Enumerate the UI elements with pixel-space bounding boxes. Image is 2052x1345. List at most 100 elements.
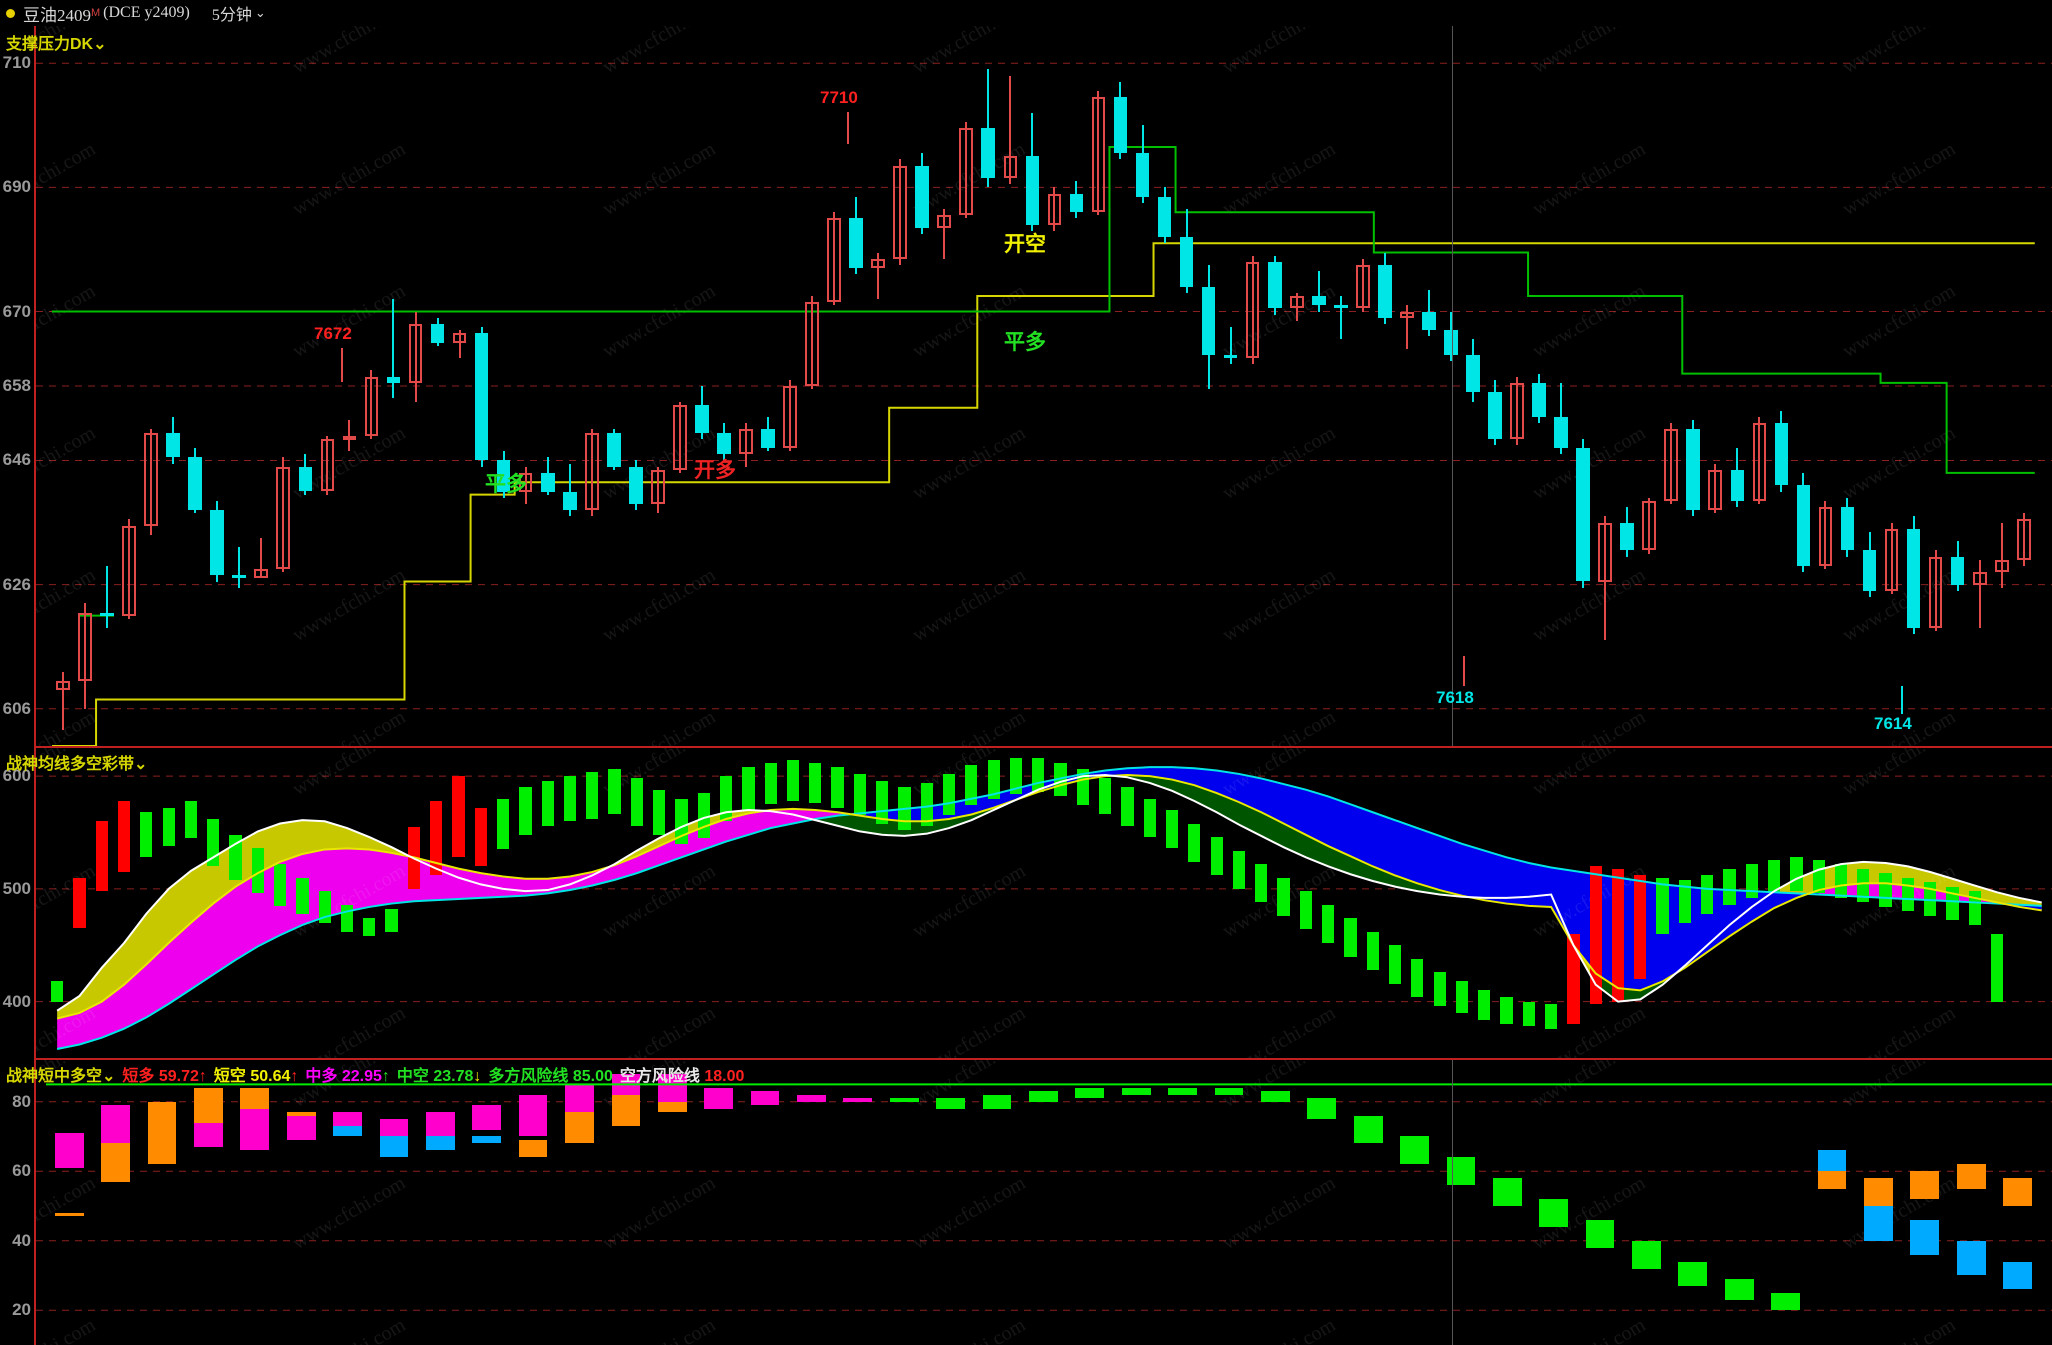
panel-price-title[interactable]: 支撑压力DK⌄ bbox=[6, 30, 107, 54]
candlestick bbox=[1752, 417, 1767, 504]
candlestick bbox=[1267, 255, 1282, 315]
ribbon-bar bbox=[742, 767, 755, 810]
chevron-down-icon[interactable]: ⌄ bbox=[102, 1068, 116, 1085]
instrument-month-sup: M bbox=[91, 7, 101, 19]
candlestick bbox=[1862, 531, 1877, 598]
candlestick bbox=[562, 463, 577, 517]
oscillator-bar bbox=[1910, 1219, 1940, 1255]
panel-ribbon-title[interactable]: 战神均线多空彩带⌄ bbox=[6, 750, 147, 774]
oscillator-bar bbox=[379, 1136, 409, 1158]
ribbon-bar bbox=[1545, 1003, 1558, 1029]
candlestick bbox=[871, 252, 885, 300]
ribbon-bar bbox=[541, 780, 554, 826]
panel-ribbon-title-text: 战神均线多空彩带 bbox=[6, 756, 135, 773]
candlestick bbox=[430, 317, 445, 346]
ribbon-bar bbox=[1834, 864, 1848, 898]
ribbon-bar bbox=[1478, 990, 1491, 1020]
candle-wick bbox=[678, 401, 681, 473]
trade-signal-label: 开多 bbox=[694, 459, 736, 482]
candle-body bbox=[1289, 295, 1304, 309]
ribbon-bar bbox=[876, 780, 889, 824]
y-axis-tick: 20 bbox=[12, 1300, 31, 1320]
candle-body bbox=[628, 466, 643, 504]
crosshair-vertical bbox=[1452, 26, 1453, 746]
candle-body bbox=[408, 323, 423, 383]
candle-body bbox=[1840, 507, 1855, 551]
ribbon-bar bbox=[1255, 864, 1268, 903]
oscillator-bar bbox=[54, 1212, 84, 1217]
indicator-readout: 多方风险线 85.00 bbox=[488, 1068, 613, 1085]
ribbon-bar bbox=[274, 864, 287, 906]
panel-price-plot[interactable]: www.cfchi.com www.cfchi.com www.cfchi.com w… bbox=[34, 26, 2052, 746]
candle-body bbox=[1862, 550, 1877, 591]
candle-wick bbox=[833, 212, 836, 306]
oscillator-bar bbox=[611, 1094, 641, 1127]
oscillator-bar bbox=[472, 1105, 502, 1130]
period-selector[interactable]: 5分钟 bbox=[211, 7, 252, 24]
panel-price-title-text: 支撑压力DK bbox=[6, 36, 94, 53]
candle-wick bbox=[2000, 522, 2003, 588]
instrument-name[interactable]: 豆油2409 bbox=[23, 5, 91, 25]
panel-oscillator-title[interactable]: 战神短中多空⌄ 短多 59.72↑ 短空 50.64↑ 中多 22.95↑ 中空 23.… bbox=[6, 1062, 744, 1086]
chevron-down-icon[interactable]: ⌄ bbox=[93, 36, 107, 53]
panel-oscillator: 80 60 40 20 www.cfchi.com www.cfchi.com www.c… bbox=[0, 1060, 2052, 1345]
ribbon-bar bbox=[162, 807, 175, 847]
candlestick bbox=[915, 153, 930, 234]
oscillator-bar bbox=[1632, 1240, 1661, 1269]
candle-body bbox=[1972, 572, 1987, 585]
oscillator-bar bbox=[982, 1094, 1012, 1109]
oscillator-bar bbox=[1678, 1261, 1708, 1286]
ribbon-bar bbox=[1188, 823, 1201, 862]
ribbon-bar bbox=[786, 760, 800, 801]
candlestick bbox=[1444, 311, 1458, 362]
readout-label: 空方风险线 bbox=[619, 1068, 700, 1085]
candlestick bbox=[606, 429, 621, 470]
oscillator-bar bbox=[1168, 1087, 1197, 1095]
candlestick bbox=[893, 159, 907, 265]
candlestick bbox=[1928, 550, 1943, 632]
ribbon-bar bbox=[51, 981, 64, 1002]
chevron-down-icon[interactable]: ⌄ bbox=[134, 756, 148, 773]
candlestick bbox=[210, 500, 225, 582]
candle-body bbox=[1003, 156, 1018, 179]
price-extreme-label: 7618 bbox=[1436, 688, 1474, 707]
candle-body bbox=[1906, 528, 1921, 629]
trade-signal-label: 开空 bbox=[1004, 233, 1046, 256]
candle-body bbox=[1047, 193, 1062, 225]
candlestick bbox=[1906, 516, 1921, 635]
ribbon-bar bbox=[1723, 868, 1736, 905]
oscillator-bar bbox=[657, 1101, 687, 1113]
candle-wick bbox=[282, 457, 285, 573]
panel-ribbon-plot[interactable]: www.cfchi.com www.cfchi.com www.cfchi.com w… bbox=[34, 748, 2052, 1058]
ribbon-bar bbox=[73, 877, 86, 929]
panel-oscillator-title-text: 战神短中多空 bbox=[6, 1068, 103, 1085]
ribbon-bar bbox=[1634, 875, 1647, 980]
y-axis-tick: 670 bbox=[2, 301, 31, 321]
candlestick bbox=[254, 538, 269, 579]
candlestick bbox=[452, 330, 467, 359]
candlestick bbox=[1311, 271, 1326, 312]
candle-wick bbox=[1648, 497, 1651, 554]
panel-price: 710 690 670 658 646 626 606 www.cfchi.com www.c… bbox=[0, 26, 2052, 746]
support-resistance-lines bbox=[52, 112, 2035, 746]
ribbon-bar bbox=[1678, 879, 1692, 923]
oscillator-bar bbox=[1075, 1087, 1105, 1099]
candle-body bbox=[496, 460, 511, 492]
ribbon-bar bbox=[474, 807, 487, 867]
oscillator-bar bbox=[1910, 1171, 1940, 1200]
oscillator-bar bbox=[518, 1094, 548, 1137]
candlestick bbox=[1708, 463, 1723, 514]
ribbon-bar bbox=[95, 821, 108, 892]
candle-wick bbox=[1714, 463, 1717, 514]
candlestick bbox=[1025, 112, 1040, 231]
panel-oscillator-plot[interactable]: www.cfchi.com www.cfchi.com www.cfchi.com w… bbox=[34, 1060, 2052, 1345]
candlestick bbox=[342, 420, 357, 452]
ribbon-bar bbox=[1277, 877, 1290, 916]
candle-body bbox=[849, 218, 863, 269]
candlestick bbox=[1223, 327, 1238, 365]
chevron-down-icon[interactable]: ⌄ bbox=[254, 5, 266, 20]
oscillator-bar bbox=[843, 1098, 873, 1102]
candle-body bbox=[1311, 295, 1326, 306]
candle-body bbox=[1664, 429, 1679, 501]
candle-wick bbox=[1251, 255, 1254, 365]
